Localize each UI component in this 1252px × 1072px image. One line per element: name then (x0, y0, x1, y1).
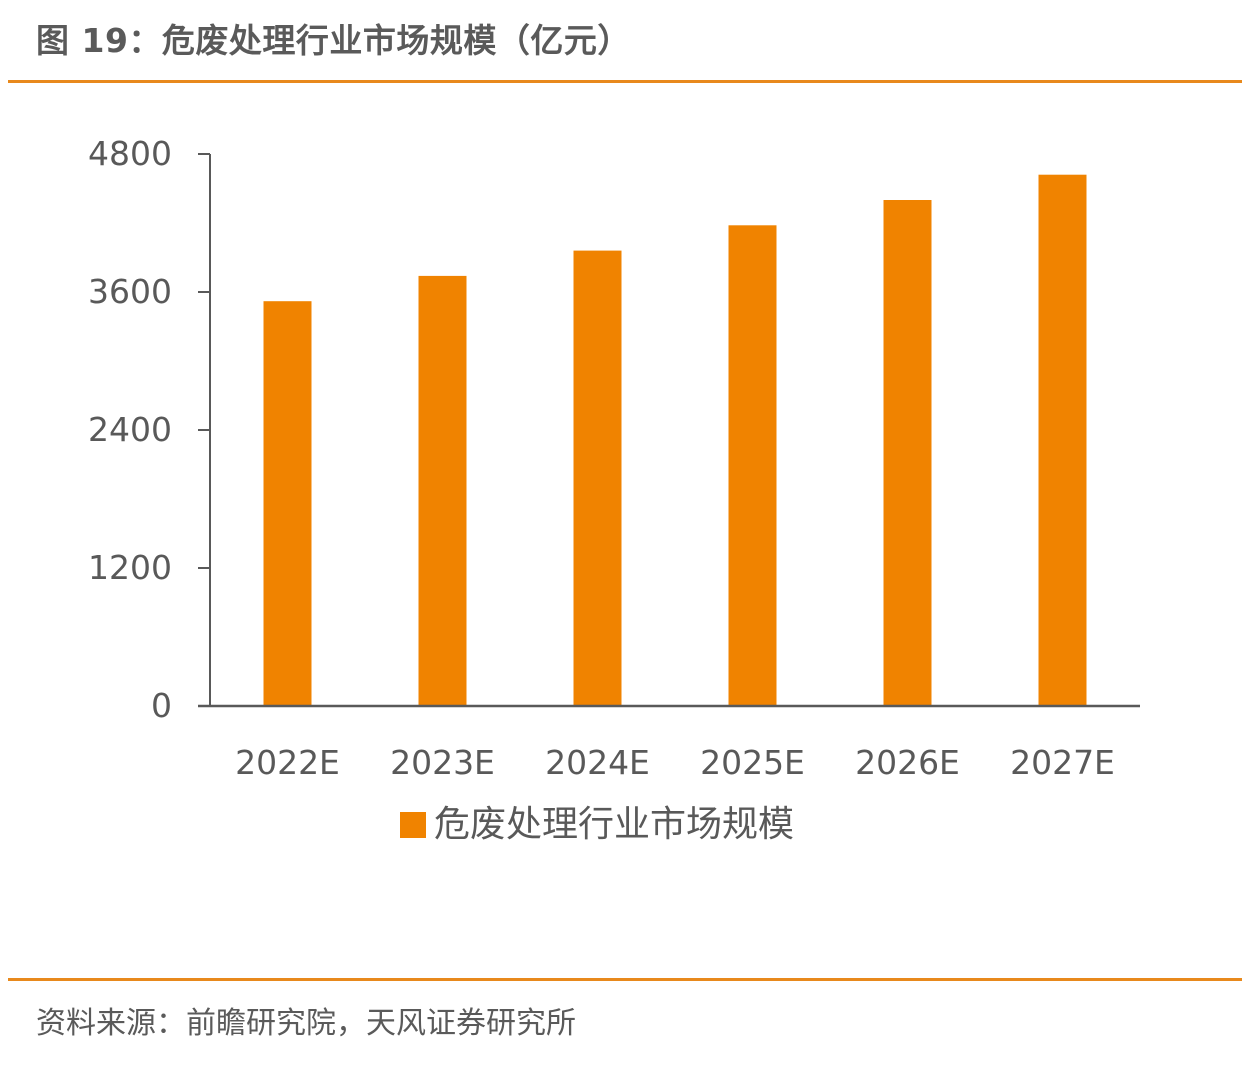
source-note: 资料来源：前瞻研究院，天风证券研究所 (36, 1006, 576, 1041)
chart-container: 0 1200 2400 3600 4800 2022E 2023E 2024E 2025E 202… (0, 100, 1252, 860)
y-tick-label: 1200 (88, 548, 172, 587)
bar-2025E (728, 225, 777, 707)
figure-title: 图 19：危废处理行业市场规模（亿元） (36, 21, 631, 60)
bottom-divider (8, 978, 1242, 981)
x-tick-label: 2026E (855, 743, 960, 782)
legend-label: 危废处理行业市场规模 (434, 804, 794, 845)
x-tick-label: 2027E (1010, 743, 1115, 782)
bar-2026E (883, 200, 932, 706)
y-tick-label: 4800 (88, 134, 172, 173)
bar-chart: 0 1200 2400 3600 4800 2022E 2023E 2024E 2025E 202… (88, 134, 1140, 845)
y-tick-label: 3600 (88, 272, 172, 311)
bar-2023E (418, 275, 467, 706)
bar-2024E (573, 250, 622, 706)
top-divider (8, 80, 1242, 83)
legend-swatch (400, 812, 426, 838)
x-tick-label: 2025E (700, 743, 805, 782)
bar-2022E (263, 301, 312, 706)
x-tick-label: 2024E (545, 743, 650, 782)
x-tick-label: 2023E (390, 743, 495, 782)
y-tick-label: 2400 (88, 410, 172, 449)
x-tick-label: 2022E (235, 743, 340, 782)
bar-2027E (1038, 174, 1087, 706)
y-tick-label: 0 (151, 686, 172, 725)
